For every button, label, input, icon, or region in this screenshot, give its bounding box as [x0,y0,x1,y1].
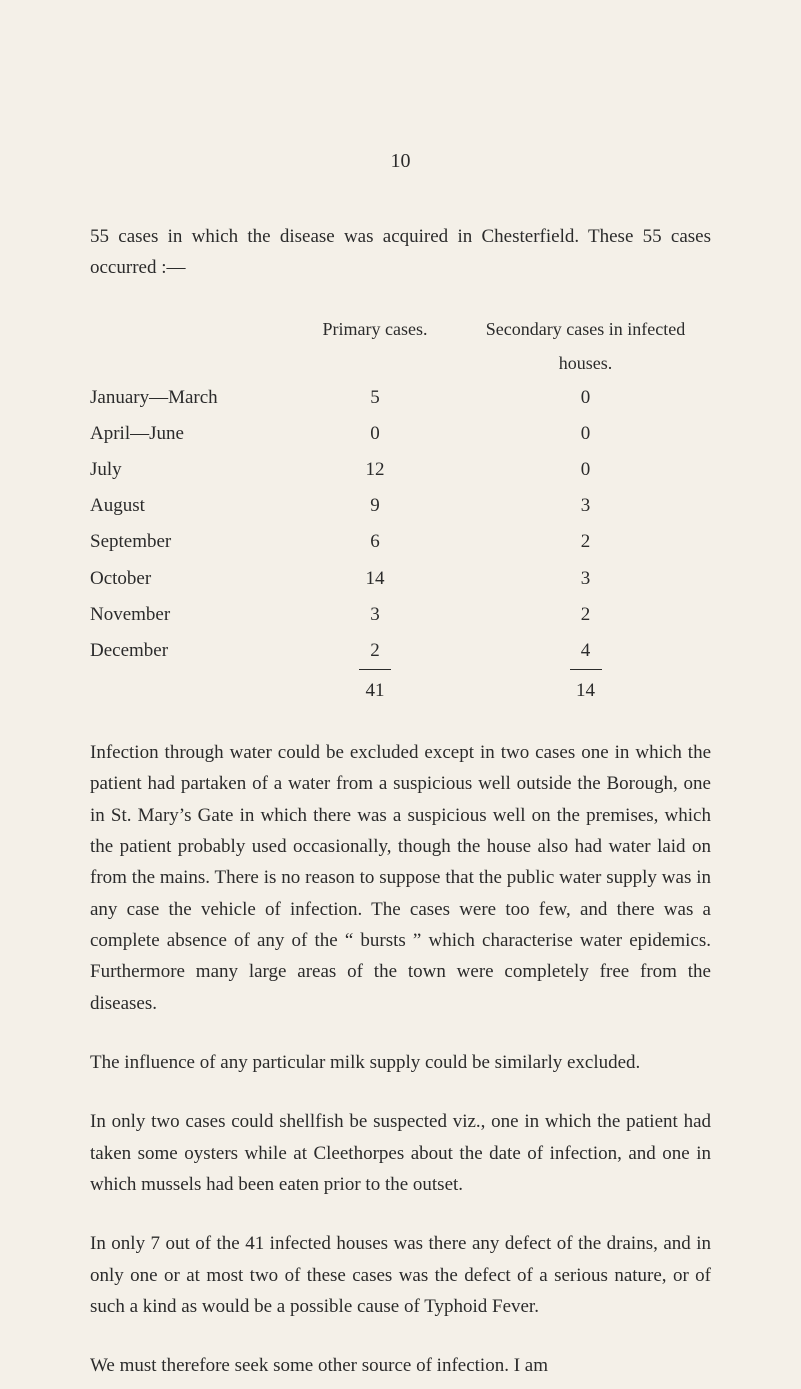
table-cell-label: August [90,488,290,524]
table-cell-primary: 2 [290,633,460,669]
table-row: January—March50 [90,380,711,416]
table-cell-primary: 12 [290,452,460,488]
table-row: November32 [90,597,711,633]
table-cell-primary: 5 [290,380,460,416]
table-cell-primary: 3 [290,597,460,633]
table-cell-label: September [90,524,290,560]
table-total-secondary: 14 [460,669,711,709]
table-cell-secondary: 0 [460,380,711,416]
table-row: December24 [90,633,711,669]
milk-supply-paragraph: The influence of any particular milk sup… [90,1047,711,1078]
table-row: August93 [90,488,711,524]
table-cell-label: December [90,633,290,669]
table-cell-label: July [90,452,290,488]
table-total-primary: 41 [290,669,460,709]
shellfish-paragraph: In only two cases could shellfish be sus… [90,1106,711,1200]
total-secondary-value: 14 [570,669,602,709]
table-header-primary: Primary cases. [290,312,460,380]
intro-paragraph: 55 cases in which the disease was acquir… [90,221,711,284]
total-primary-value: 41 [359,669,391,709]
table-cell-secondary: 3 [460,488,711,524]
table-totals-row: 41 14 [90,669,711,709]
table-cell-primary: 0 [290,416,460,452]
table-cell-label: October [90,561,290,597]
table-cell-secondary: 0 [460,452,711,488]
table-cell-secondary: 0 [460,416,711,452]
closing-paragraph: We must therefore seek some other source… [90,1350,711,1381]
table-cell-label: January—March [90,380,290,416]
infection-water-paragraph: Infection through water could be exclude… [90,737,711,1019]
table-header-blank [90,312,290,380]
table-total-blank [90,669,290,709]
table-header-row: Primary cases. Secondary cases in infect… [90,312,711,380]
table-row: July120 [90,452,711,488]
table-cell-label: April—June [90,416,290,452]
table-header-secondary: Secondary cases in infected houses. [460,312,711,380]
cases-table: Primary cases. Secondary cases in infect… [90,312,711,709]
table-cell-secondary: 4 [460,633,711,669]
drains-paragraph: In only 7 out of the 41 infected houses … [90,1228,711,1322]
table-cell-primary: 9 [290,488,460,524]
table-cell-label: November [90,597,290,633]
table-row: October143 [90,561,711,597]
table-cell-secondary: 2 [460,597,711,633]
document-page: 10 55 cases in which the disease was acq… [0,0,801,1389]
table-cell-primary: 14 [290,561,460,597]
table-cell-secondary: 3 [460,561,711,597]
table-cell-secondary: 2 [460,524,711,560]
page-number: 10 [90,150,711,173]
table-row: April—June00 [90,416,711,452]
table-cell-primary: 6 [290,524,460,560]
table-row: September62 [90,524,711,560]
